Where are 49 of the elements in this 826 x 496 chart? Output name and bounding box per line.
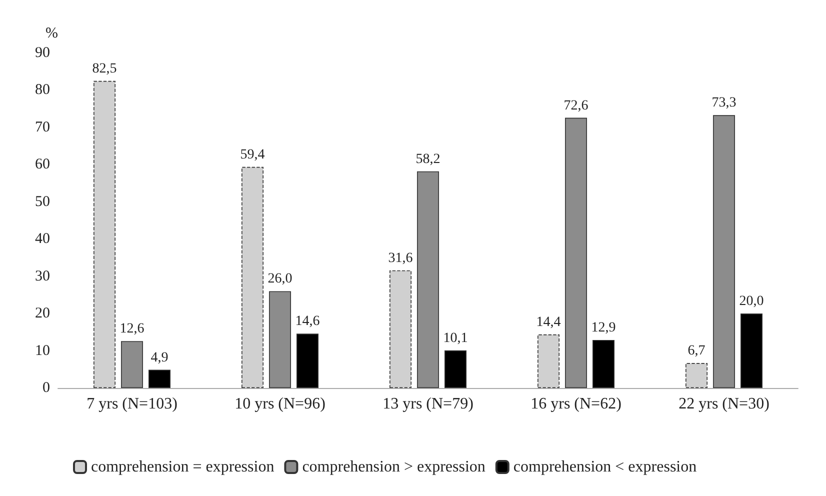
bar bbox=[148, 370, 170, 388]
y-tick-label: 10 bbox=[35, 342, 50, 359]
bar bbox=[740, 314, 762, 388]
bar bbox=[538, 334, 560, 388]
data-label: 4,9 bbox=[150, 350, 168, 366]
bar bbox=[713, 115, 735, 388]
data-label: 31,6 bbox=[388, 250, 413, 266]
data-label: 20,0 bbox=[739, 294, 764, 310]
y-tick-label: 30 bbox=[35, 268, 50, 284]
data-label: 12,9 bbox=[591, 320, 616, 336]
y-tick-label: 60 bbox=[35, 156, 50, 173]
data-label: 72,6 bbox=[564, 98, 588, 114]
data-label: 73,3 bbox=[712, 96, 736, 111]
y-tick-label: 20 bbox=[35, 306, 50, 322]
x-tick-label: 16 yrs (N=62) bbox=[530, 396, 622, 412]
data-label: 26,0 bbox=[268, 272, 292, 287]
y-axis-title: % bbox=[46, 26, 58, 42]
y-tick-label: 0 bbox=[42, 380, 50, 396]
bar bbox=[94, 80, 116, 388]
bar bbox=[242, 166, 264, 388]
x-tick-label: 7 yrs (N=103) bbox=[86, 396, 178, 412]
data-label: 14,4 bbox=[536, 314, 561, 330]
y-tick-label: 40 bbox=[35, 231, 50, 248]
bar bbox=[390, 270, 412, 388]
bar bbox=[417, 171, 439, 388]
data-label: 58,2 bbox=[416, 152, 440, 167]
data-label: 82,5 bbox=[92, 61, 117, 76]
y-tick-label: 70 bbox=[35, 119, 50, 136]
data-label: 10,1 bbox=[443, 330, 468, 346]
bar bbox=[592, 340, 614, 388]
bar bbox=[296, 334, 318, 388]
bar bbox=[686, 363, 708, 388]
data-label: 14,6 bbox=[295, 314, 320, 330]
data-label: 12,6 bbox=[120, 322, 144, 337]
x-tick-label: 13 yrs (N=79) bbox=[382, 396, 474, 412]
data-label: 6,7 bbox=[688, 344, 706, 359]
y-tick-label: 90 bbox=[35, 45, 50, 61]
bar bbox=[565, 118, 587, 388]
y-tick-label: 80 bbox=[35, 82, 50, 98]
legend-label: comprehension > expression bbox=[302, 458, 486, 476]
bar bbox=[121, 341, 143, 388]
bar bbox=[444, 350, 466, 388]
x-tick-label: 22 yrs (N=30) bbox=[678, 396, 770, 412]
data-label: 59,4 bbox=[240, 147, 265, 162]
legend-label: comprehension < expression bbox=[513, 458, 697, 476]
bar bbox=[269, 291, 291, 388]
y-tick-label: 50 bbox=[35, 194, 50, 210]
legend-label: comprehension = expression bbox=[91, 458, 274, 476]
x-tick-label: 10 yrs (N=96) bbox=[234, 396, 326, 412]
